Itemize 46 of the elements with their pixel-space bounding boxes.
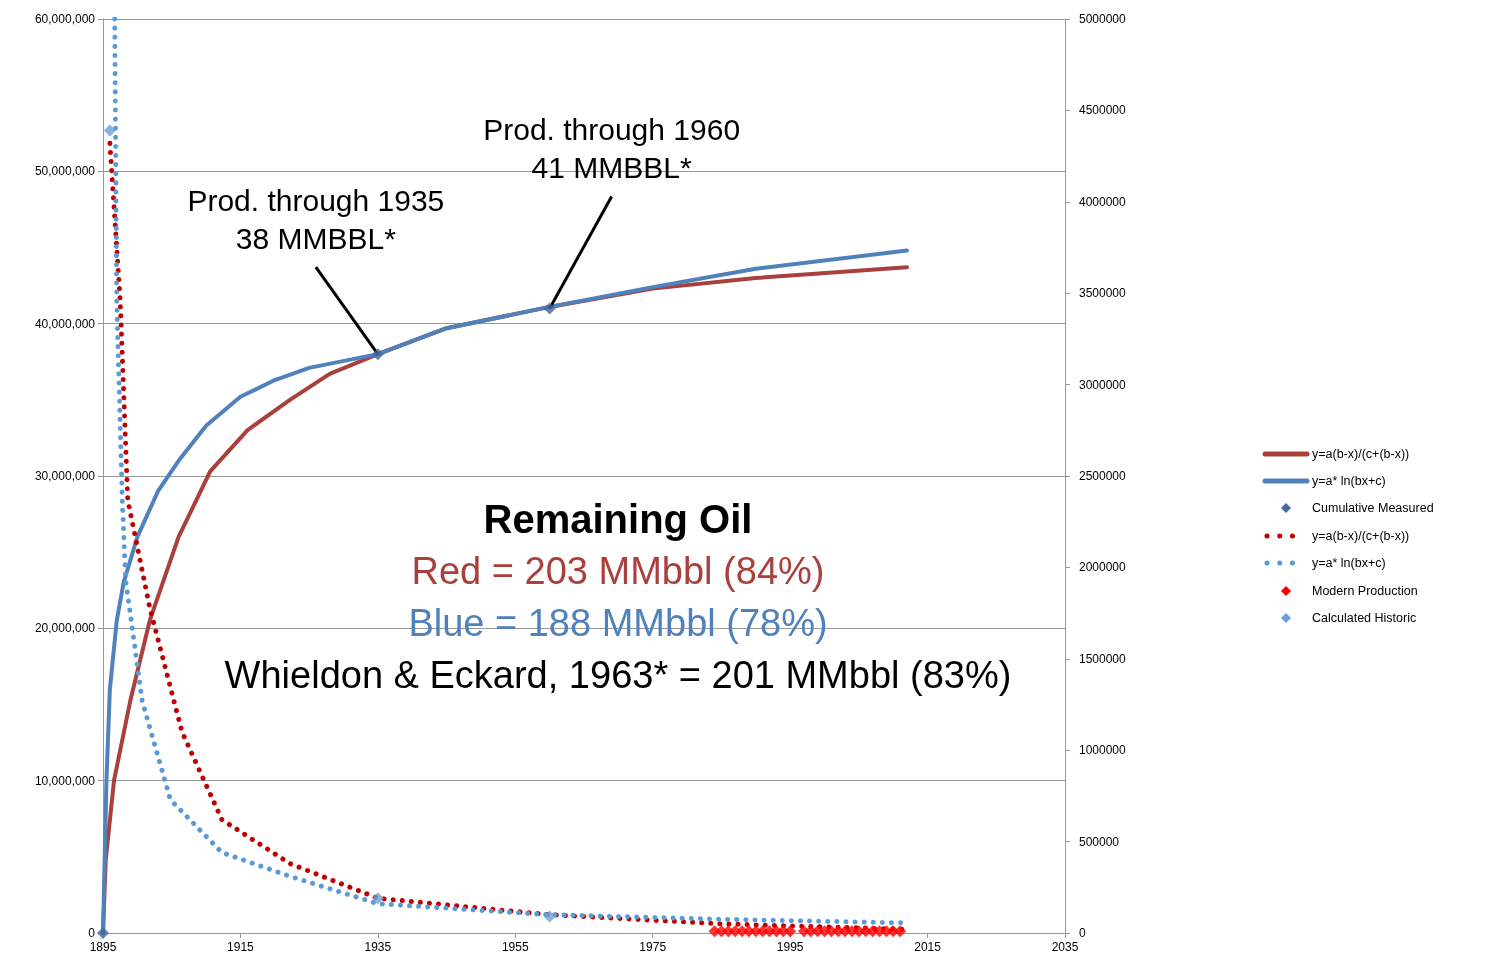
y-tick-label: 50,000,000 [34,164,96,179]
x-tick-label: 2035 [1051,940,1079,954]
x-tick-label: 2015 [914,940,942,954]
x-tick-label: 1935 [364,940,392,954]
annotation: Prod. through 1935 38 MMBBL* [187,183,445,255]
legend-label: y=a(b-x)/(c+(b-x)) [1312,446,1410,461]
x-tick-label: 1975 [639,940,667,954]
legend-label: Modern Production [1312,583,1418,598]
legend-label: y=a* ln(bx+c) [1312,556,1386,571]
x-tick-label: 1915 [227,940,255,954]
y2-tick-label: 4500000 [1079,103,1127,118]
y2-tick-label: 3000000 [1079,377,1127,392]
y2-tick-label: 1000000 [1079,743,1127,758]
point [894,925,907,938]
y2-tick-label: 5000000 [1079,12,1127,26]
legend-label: y=a(b-x)/(c+(b-x)) [1312,528,1410,543]
point [371,892,384,905]
point [97,927,109,939]
y2-tick-label: 1500000 [1079,651,1127,666]
x-tick-label: 1955 [501,940,529,954]
y2-tick-label: 4000000 [1079,194,1127,209]
point [543,302,556,315]
y2-tick-label: 2500000 [1079,469,1127,483]
legend-label: Cumulative Measured [1312,501,1434,516]
y2-tick-label: 500000 [1079,834,1120,849]
point [103,124,116,137]
x-tick-label: 1895 [89,940,117,954]
point [543,910,556,923]
legend-label: y=a* ln(bx+c) [1312,474,1386,489]
y-tick-label: 10,000,000 [34,773,96,788]
x-tick-label: 1995 [776,940,804,954]
y-tick-label: 0 [88,926,96,940]
y-tick-label: 40,000,000 [34,316,96,331]
y-tick-label: 60,000,000 [34,12,96,26]
y-tick-label: 20,000,000 [34,621,96,636]
legend-label: Calculated Historic [1312,611,1417,626]
annotation: Remaining Oil [483,497,753,541]
point [784,925,797,938]
annotation: Prod. through 1960 41 MMBBL* [483,112,741,184]
y-tick-label: 30,000,000 [34,469,96,483]
point [371,348,384,361]
annotation: Whieldon & Eckard, 1963* = 201 MMbbl (83%) [224,654,1012,696]
annotation: Red = 203 MMbbl (84%) [411,550,825,592]
y2-tick-label: 3500000 [1079,286,1127,301]
y2-tick-label: 0 [1079,926,1086,940]
y2-tick-label: 2000000 [1079,560,1127,575]
